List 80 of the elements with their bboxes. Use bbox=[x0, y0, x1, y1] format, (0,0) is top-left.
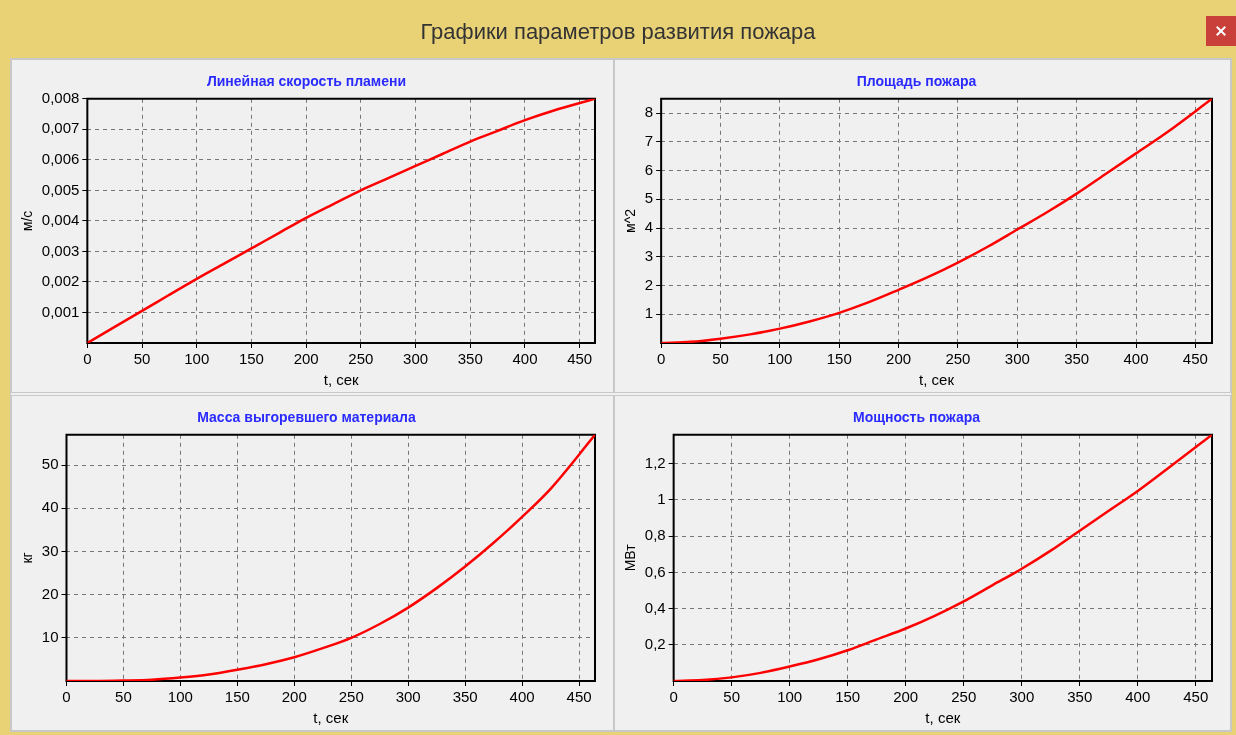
y-tick-label: 1,2 bbox=[644, 453, 666, 471]
y-tick-label: 0,007 bbox=[41, 119, 80, 137]
x-tick-label: 100 bbox=[184, 350, 210, 368]
x-tick-label: 0 bbox=[656, 350, 666, 368]
x-tick-label: 50 bbox=[115, 688, 132, 706]
x-tick-label: 150 bbox=[224, 688, 250, 706]
chart-title: Мощность пожара bbox=[852, 409, 981, 426]
x-tick-label: 50 bbox=[712, 350, 729, 368]
y-tick-label: 1 bbox=[657, 490, 666, 508]
y-tick-label: 0,006 bbox=[41, 149, 80, 167]
x-tick-label: 50 bbox=[723, 688, 741, 706]
y-tick-label: 0,004 bbox=[41, 211, 80, 229]
x-tick-label: 200 bbox=[293, 350, 319, 368]
y-tick-label: 30 bbox=[41, 541, 59, 559]
x-tick-label: 150 bbox=[835, 688, 861, 706]
y-tick-label: 5 bbox=[644, 189, 654, 207]
y-tick-label: 6 bbox=[644, 160, 654, 178]
x-axis-title: t, сек bbox=[925, 709, 961, 727]
y-tick-label: 8 bbox=[644, 103, 654, 121]
x-tick-label: 450 bbox=[1182, 350, 1208, 368]
y-tick-label: 0,2 bbox=[644, 634, 666, 652]
y-tick-label: 7 bbox=[644, 132, 654, 150]
y-axis-title: кг bbox=[19, 552, 36, 564]
y-tick-label: 0,6 bbox=[644, 562, 666, 580]
x-tick-label: 400 bbox=[509, 688, 535, 706]
y-tick-label: 0,4 bbox=[644, 598, 666, 616]
x-tick-label: 300 bbox=[1004, 350, 1030, 368]
x-tick-label: 250 bbox=[951, 688, 977, 706]
y-tick-label: 1 bbox=[644, 304, 654, 322]
x-tick-label: 300 bbox=[403, 350, 429, 368]
x-axis-title: t, сек bbox=[313, 709, 349, 727]
x-tick-label: 0 bbox=[83, 350, 92, 368]
x-tick-label: 350 bbox=[452, 688, 478, 706]
x-tick-label: 200 bbox=[886, 350, 912, 368]
x-tick-label: 250 bbox=[338, 688, 364, 706]
x-tick-label: 350 bbox=[1064, 350, 1090, 368]
y-tick-label: 0,005 bbox=[41, 180, 80, 198]
x-tick-label: 0 bbox=[62, 688, 71, 706]
x-axis-title: t, сек bbox=[919, 371, 955, 389]
y-tick-label: 50 bbox=[41, 455, 59, 473]
y-tick-label: 0,001 bbox=[41, 302, 80, 320]
y-tick-label: 0,002 bbox=[41, 272, 80, 290]
y-axis-title: МВт bbox=[622, 543, 639, 572]
chart-title: Масса выгоревшего материала bbox=[197, 409, 416, 426]
y-tick-label: 0,8 bbox=[644, 526, 666, 544]
y-tick-label: 4 bbox=[644, 218, 654, 236]
x-tick-label: 350 bbox=[457, 350, 483, 368]
x-tick-label: 0 bbox=[669, 688, 678, 706]
y-axis-title: м/с bbox=[19, 210, 36, 232]
y-tick-label: 0,008 bbox=[41, 88, 80, 106]
x-tick-label: 150 bbox=[826, 350, 852, 368]
x-tick-label: 100 bbox=[167, 688, 193, 706]
x-tick-label: 200 bbox=[281, 688, 307, 706]
x-tick-label: 400 bbox=[512, 350, 538, 368]
y-axis-title: м^2 bbox=[622, 208, 639, 233]
text: Графики параметров развития пожара bbox=[419, 18, 817, 46]
x-tick-label: 450 bbox=[1183, 688, 1209, 706]
x-tick-label: 300 bbox=[395, 688, 421, 706]
x-tick-label: 400 bbox=[1125, 688, 1151, 706]
x-axis-title: t, сек bbox=[323, 371, 360, 389]
y-tick-label: 40 bbox=[41, 498, 59, 516]
x-tick-label: 400 bbox=[1123, 350, 1149, 368]
x-tick-label: 150 bbox=[238, 350, 264, 368]
x-tick-label: 250 bbox=[945, 350, 971, 368]
x-tick-label: 200 bbox=[893, 688, 919, 706]
x-tick-label: 350 bbox=[1067, 688, 1093, 706]
y-tick-label: 3 bbox=[644, 246, 654, 264]
chart-title: Линейная скорость пламени bbox=[206, 73, 407, 90]
y-tick-label: 0,003 bbox=[41, 241, 80, 259]
x-tick-label: 250 bbox=[348, 350, 374, 368]
x-tick-label: 100 bbox=[777, 688, 803, 706]
y-tick-label: 10 bbox=[41, 627, 59, 645]
y-tick-label: 2 bbox=[644, 275, 654, 293]
x-tick-label: 300 bbox=[1009, 688, 1035, 706]
x-tick-label: 100 bbox=[767, 350, 793, 368]
x-tick-label: 450 bbox=[567, 350, 593, 368]
y-tick-label: 20 bbox=[41, 584, 59, 602]
chart-title: Площадь пожара bbox=[856, 73, 977, 90]
x-tick-label: 450 bbox=[566, 688, 592, 706]
x-tick-label: 50 bbox=[133, 350, 151, 368]
